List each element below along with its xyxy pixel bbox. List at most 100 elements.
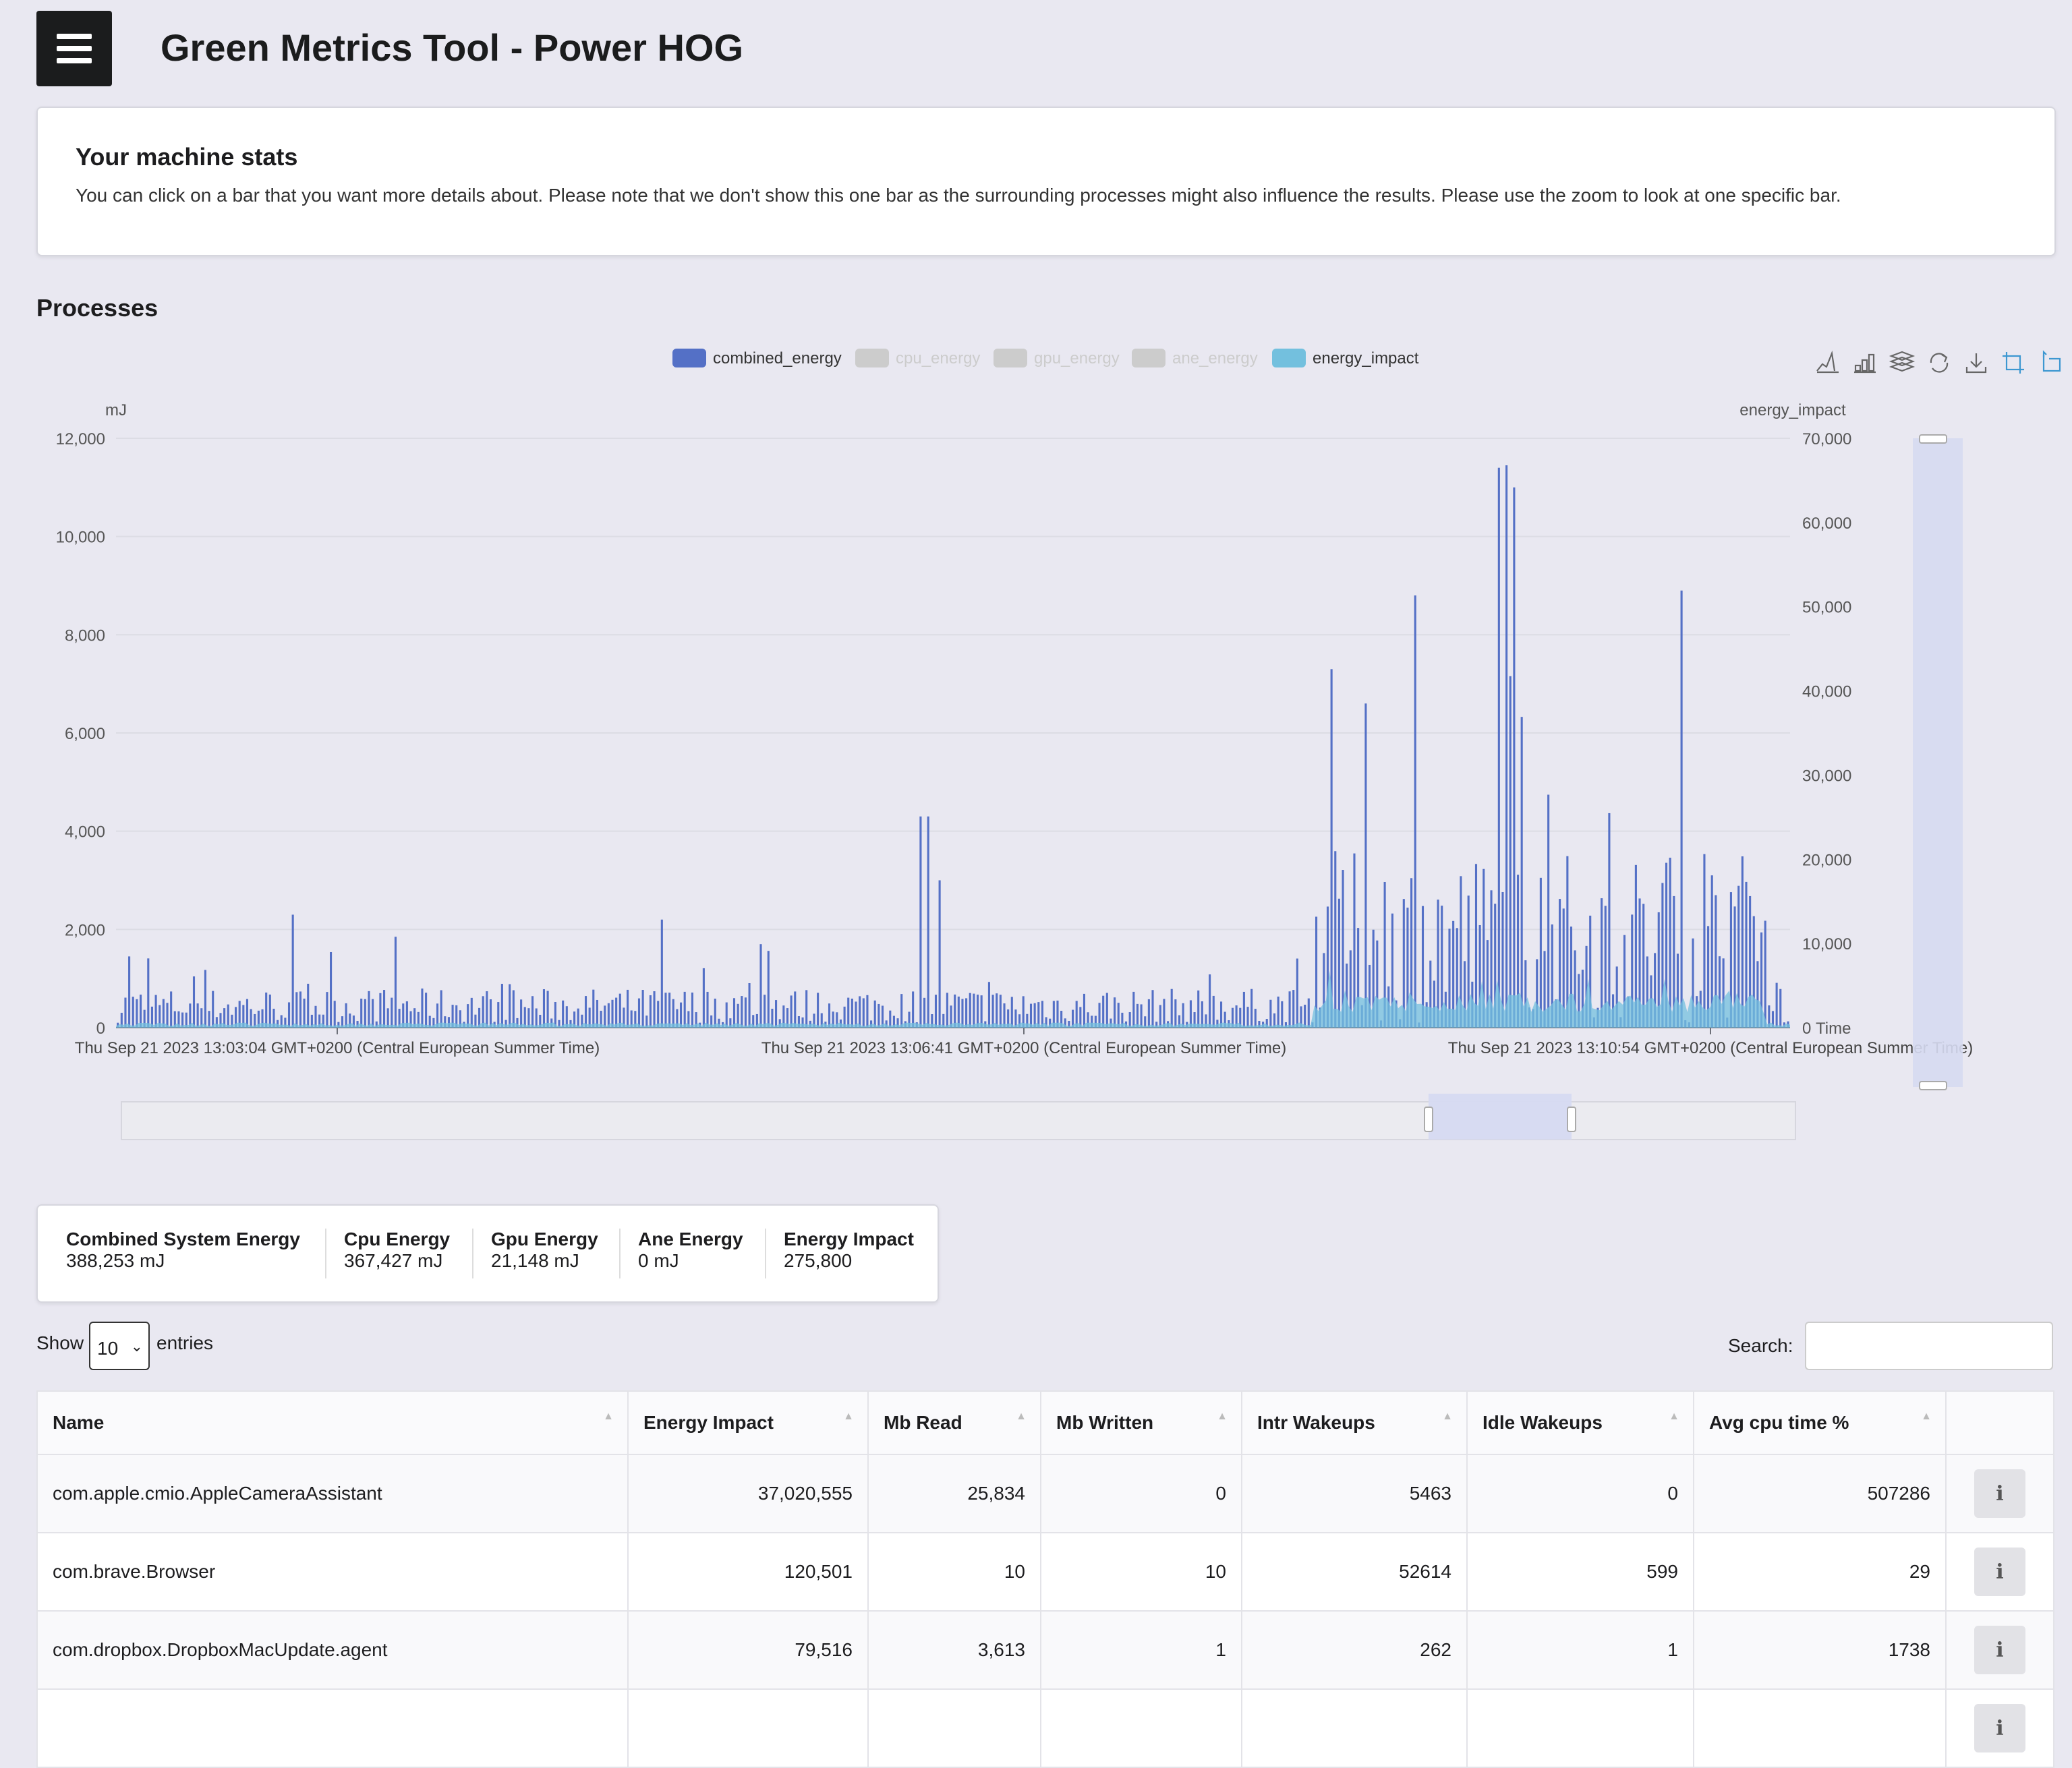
vertical-zoom-handle-top xyxy=(1919,434,1947,444)
stack-icon[interactable] xyxy=(1889,351,1916,372)
legend-item-cpu_energy[interactable]: cpu_energy xyxy=(855,349,980,367)
bar xyxy=(1307,998,1310,1028)
bar xyxy=(447,1017,450,1028)
bar xyxy=(1520,717,1523,1028)
bar xyxy=(1041,1001,1043,1028)
bar xyxy=(596,999,598,1028)
col-mb-read[interactable]: Mb Read ▲ xyxy=(867,1390,1041,1455)
sort-icon: ▲ xyxy=(1669,1411,1679,1422)
bar xyxy=(961,999,964,1028)
bar xyxy=(291,914,294,1028)
bar xyxy=(1105,993,1108,1028)
bar xyxy=(1219,1001,1223,1028)
y-left-tick: 2,000 xyxy=(65,921,105,939)
bar-icon[interactable] xyxy=(1854,353,1876,374)
bar xyxy=(778,1019,781,1028)
bar xyxy=(634,1011,637,1028)
bar xyxy=(352,1015,355,1028)
info-button[interactable]: i xyxy=(1974,1469,2025,1518)
bar xyxy=(474,1014,477,1028)
legend-item-ane_energy[interactable]: ane_energy xyxy=(1132,349,1258,367)
bar xyxy=(208,1011,210,1028)
col-idle-wakeups[interactable]: Idle Wakeups ▲ xyxy=(1466,1390,1694,1455)
line-icon[interactable] xyxy=(1816,350,1839,374)
bar xyxy=(900,994,903,1028)
bar xyxy=(987,982,990,1028)
bar xyxy=(132,997,134,1028)
bar xyxy=(1003,1003,1006,1028)
bar xyxy=(859,996,861,1028)
bar xyxy=(1049,1018,1052,1028)
bar xyxy=(573,1011,576,1028)
legend-label: energy_impact xyxy=(1313,349,1419,367)
bar xyxy=(866,995,869,1028)
bar xyxy=(1114,997,1116,1028)
restore-icon[interactable] xyxy=(1930,353,1949,373)
bar xyxy=(486,991,488,1028)
bar xyxy=(1718,956,1721,1028)
bar xyxy=(581,1014,583,1028)
y-right-tick: 40,000 xyxy=(1802,683,1851,701)
bar xyxy=(1737,885,1740,1028)
bar xyxy=(1456,928,1458,1028)
bar xyxy=(710,1015,713,1028)
bar xyxy=(322,1014,324,1028)
zoom-reset-icon[interactable] xyxy=(2042,350,2061,372)
y-left-label: mJ xyxy=(105,401,127,419)
bar xyxy=(402,1003,405,1028)
entries-label: entries xyxy=(156,1332,214,1353)
info-button[interactable]: i xyxy=(1974,1626,2025,1674)
legend-item-combined_energy[interactable]: combined_energy xyxy=(672,349,842,367)
bar xyxy=(1601,898,1603,1028)
bar xyxy=(881,1005,884,1028)
page-size-select[interactable]: 10 ⌄ xyxy=(89,1322,150,1370)
col-avg-cpu-time[interactable]: Avg cpu time % ▲ xyxy=(1693,1390,1947,1455)
bar xyxy=(653,991,656,1028)
bar xyxy=(660,919,663,1028)
bar xyxy=(1197,990,1200,1028)
bar xyxy=(318,1014,321,1028)
bar xyxy=(851,999,853,1028)
table-row: com.dropbox.DropboxMacUpdate.agent 79,51… xyxy=(36,1610,2054,1690)
cell-avg-cpu-time: 507286 xyxy=(1693,1454,1947,1533)
col-energy-impact[interactable]: Energy Impact ▲ xyxy=(627,1390,869,1455)
info-button[interactable]: i xyxy=(1974,1704,2025,1752)
bar xyxy=(1646,956,1648,1028)
info-button[interactable]: i xyxy=(1974,1548,2025,1596)
bar xyxy=(862,998,865,1028)
processes-chart[interactable]: 12,000 10,000 8,000 6,000 4,000 2,000 0 70,000 6… xyxy=(0,337,2072,1167)
bar xyxy=(877,1003,880,1028)
search-input[interactable] xyxy=(1805,1322,2053,1370)
bar xyxy=(505,1020,507,1028)
bar xyxy=(1452,920,1455,1028)
table-row: com.brave.Browser 120,501 10 10 52614 59… xyxy=(36,1532,2054,1612)
col-mb-written[interactable]: Mb Written ▲ xyxy=(1040,1390,1242,1455)
zoom-icon[interactable] xyxy=(2003,352,2024,374)
col-intr-wakeups[interactable]: Intr Wakeups ▲ xyxy=(1241,1390,1468,1455)
bar xyxy=(1764,920,1766,1028)
bar xyxy=(1326,906,1329,1028)
menu-button[interactable] xyxy=(36,11,112,86)
bar xyxy=(1669,857,1671,1028)
bar xyxy=(185,1012,188,1028)
bar xyxy=(600,1010,602,1028)
bar xyxy=(372,999,374,1028)
legend-item-energy_impact[interactable]: energy_impact xyxy=(1272,349,1419,367)
horizontal-zoom-handle-left xyxy=(1424,1107,1433,1132)
bar xyxy=(1460,876,1462,1028)
bar xyxy=(1033,1003,1036,1028)
col-name[interactable]: Name ▲ xyxy=(36,1390,629,1455)
bar xyxy=(444,1016,447,1028)
bar xyxy=(295,992,298,1028)
download-icon[interactable] xyxy=(1965,353,1987,374)
bar xyxy=(143,1009,146,1028)
bar xyxy=(1478,924,1481,1028)
bar xyxy=(136,999,138,1028)
legend-item-gpu_energy[interactable]: gpu_energy xyxy=(994,349,1120,367)
bar xyxy=(467,1004,469,1028)
bar xyxy=(124,997,127,1028)
bar xyxy=(592,989,595,1028)
bar xyxy=(732,998,736,1028)
bar xyxy=(284,1018,287,1028)
bar xyxy=(611,999,614,1028)
